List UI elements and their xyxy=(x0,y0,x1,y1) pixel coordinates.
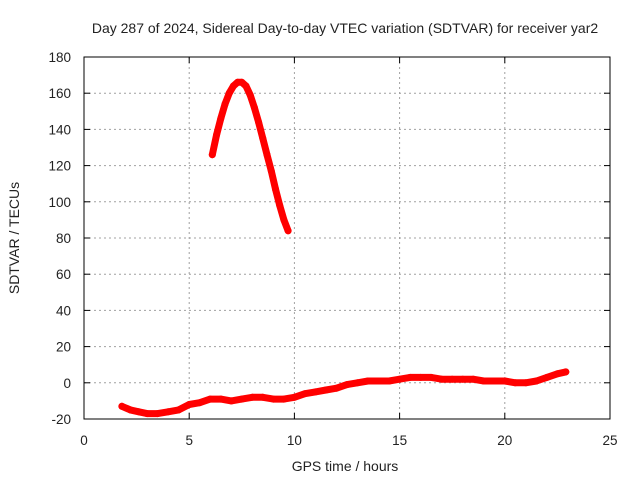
data-point-arc-2 xyxy=(269,395,277,403)
data-point-arc-2 xyxy=(343,381,351,389)
data-point-arc-2 xyxy=(290,393,298,401)
data-point-arc-2 xyxy=(154,410,162,418)
y-tick-label: 60 xyxy=(56,267,71,282)
x-tick-label: 5 xyxy=(185,433,193,448)
y-tick-label: 160 xyxy=(48,86,71,101)
data-point-arc-2 xyxy=(196,399,204,407)
data-point-arc-2 xyxy=(396,375,404,383)
chart-title: Day 287 of 2024, Sidereal Day-to-day VTE… xyxy=(92,20,598,36)
data-point-arc-1 xyxy=(225,89,233,97)
data-point-arc-2 xyxy=(490,377,498,385)
data-point-arc-2 xyxy=(280,395,288,403)
data-point-arc-1 xyxy=(267,167,275,175)
data-point-arc-1 xyxy=(272,185,279,193)
data-point-arc-1 xyxy=(242,82,250,90)
data-point-arc-2 xyxy=(227,397,235,405)
data-point-arc-1 xyxy=(259,134,267,142)
data-point-arc-2 xyxy=(164,408,172,416)
data-point-arc-2 xyxy=(126,406,134,414)
data-point-arc-2 xyxy=(135,408,143,416)
data-point-arc-2 xyxy=(469,375,477,383)
tick-labels: 0 5 10 15 20 25 -20 0 20 40 60 80 100 120 140 160 180 xyxy=(48,50,617,448)
data-point-arc-2 xyxy=(364,377,372,385)
x-tick-label: 15 xyxy=(392,433,407,448)
data-point-arc-2 xyxy=(438,375,446,383)
y-tick-label: 40 xyxy=(56,303,71,318)
x-tick-label: 10 xyxy=(287,433,302,448)
data-point-arc-2 xyxy=(532,377,540,385)
y-tick-label: 80 xyxy=(56,231,71,246)
axis-ticks xyxy=(83,56,611,420)
data-point-arc-1 xyxy=(255,118,263,126)
data-point-arc-1 xyxy=(276,201,284,209)
data-point-arc-1 xyxy=(213,131,221,139)
data-point-arc-2 xyxy=(301,390,309,398)
y-tick-label: 140 xyxy=(48,122,71,137)
data-point-arc-1 xyxy=(208,151,216,159)
data-point-arc-1 xyxy=(221,100,229,108)
y-tick-label: 20 xyxy=(56,340,71,355)
data-point-arc-2 xyxy=(522,379,530,387)
x-tick-label: 20 xyxy=(497,433,512,448)
data-point-arc-2 xyxy=(459,375,467,383)
x-axis-label: GPS time / hours xyxy=(292,458,399,474)
data-point-arc-2 xyxy=(543,373,551,381)
plot-frame xyxy=(83,56,611,420)
series-layer xyxy=(118,78,570,418)
y-tick-label: -20 xyxy=(51,412,71,427)
data-point-arc-2 xyxy=(175,406,183,414)
y-tick-label: 100 xyxy=(48,195,71,210)
data-point-arc-2 xyxy=(333,384,340,392)
y-tick-label: 120 xyxy=(48,159,71,174)
data-point-arc-2 xyxy=(511,379,519,387)
data-point-arc-2 xyxy=(385,377,393,385)
data-point-arc-2 xyxy=(480,377,488,385)
data-point-arc-2 xyxy=(311,388,319,396)
data-point-arc-2 xyxy=(238,395,246,403)
data-point-arc-1 xyxy=(246,91,254,99)
data-point-arc-2 xyxy=(118,402,126,410)
grid xyxy=(84,57,610,419)
data-point-arc-1 xyxy=(280,216,288,224)
data-point-arc-2 xyxy=(259,393,267,401)
data-point-arc-2 xyxy=(448,375,456,383)
data-point-arc-1 xyxy=(263,151,271,159)
data-point-arc-2 xyxy=(427,373,435,381)
data-point-arc-2 xyxy=(562,368,570,376)
data-point-arc-2 xyxy=(248,393,256,401)
x-tick-label: 25 xyxy=(602,433,617,448)
y-axis-label: SDTVAR / TECUs xyxy=(6,182,22,294)
data-point-arc-2 xyxy=(417,373,425,381)
data-point-arc-2 xyxy=(553,370,561,378)
data-point-arc-2 xyxy=(322,386,330,394)
data-point-arc-2 xyxy=(375,377,383,385)
data-point-arc-1 xyxy=(250,104,258,112)
y-tick-label: 180 xyxy=(48,50,71,65)
x-tick-label: 0 xyxy=(80,433,88,448)
data-point-arc-2 xyxy=(217,395,225,403)
data-point-arc-2 xyxy=(185,401,193,408)
data-point-arc-2 xyxy=(406,373,414,381)
data-point-arc-2 xyxy=(354,379,361,387)
data-point-arc-2 xyxy=(143,410,151,418)
data-point-arc-1 xyxy=(217,115,225,122)
data-point-arc-1 xyxy=(284,227,292,235)
data-point-arc-2 xyxy=(206,395,214,403)
data-point-arc-2 xyxy=(501,377,509,385)
y-tick-label: 0 xyxy=(63,376,71,391)
